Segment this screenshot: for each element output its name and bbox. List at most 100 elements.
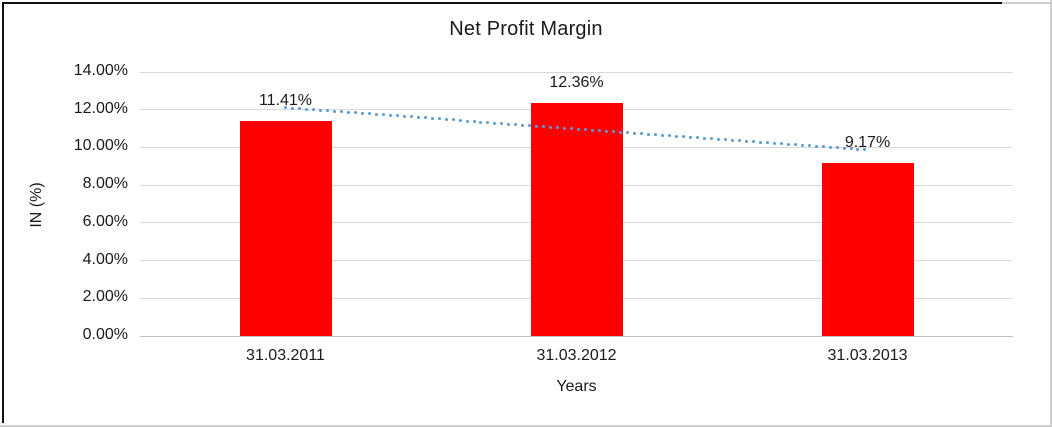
trendline-dot [332,109,336,113]
trendline-dot [723,138,727,142]
trendline-dot [402,114,406,118]
trendline-dot [423,116,427,120]
chart-title: Net Profit Margin [449,18,603,40]
bar [821,163,914,336]
trendline-dot [367,112,371,116]
bar-value-label: 9.17% [844,134,891,152]
trendline-dot [451,118,455,122]
trendline-dot [821,145,825,149]
trendline-dot [577,127,581,131]
trendline-dot [339,110,343,114]
bar [239,120,332,336]
trendline-dot [807,144,811,148]
trendline-dot [744,139,748,143]
x-axis-title: Years [556,378,597,395]
trendline-dot [465,119,469,123]
trendline-dot [430,116,434,120]
trendline-dot [591,128,595,132]
x-category-label: 31.03.2013 [827,347,908,364]
trendline-dot [584,128,588,132]
trendline-dot [556,126,560,130]
trendline-dot [409,115,413,119]
trendline-dot [444,117,448,121]
trendline-dot [647,132,651,136]
trendline-dot [311,108,315,112]
trendline-dot [842,146,846,150]
trendline-dot [751,140,755,144]
bar-value-label: 11.41% [258,91,313,109]
trendline-dot [688,135,692,139]
trendline-dot [605,129,609,133]
trendline-dot [800,143,804,147]
trendline-dot [500,122,504,126]
trendline-dot [695,136,699,140]
y-tick-label: 12.00% [73,99,128,117]
y-tick-label: 6.00% [82,212,128,230]
trendline-dot [654,133,658,137]
trendline-dot [549,125,553,129]
y-tick-label: 14.00% [73,62,128,79]
trendline-dot [765,141,769,145]
trendline-dot [674,134,678,138]
frame-border-left [2,2,4,423]
trendline-dot [709,137,713,141]
trendline-dot [612,130,616,134]
trendline-dot [297,107,301,111]
y-tick-label: 8.00% [82,175,128,193]
y-tick-label: 0.00% [82,326,128,343]
trendline-dot [702,136,706,140]
frame-border-top-fade [1002,2,1050,4]
trendline-dot [381,113,385,117]
y-tick-label: 4.00% [82,250,128,268]
trendline-dot [856,147,860,151]
trendline-dot [661,133,664,137]
trendline-dot [325,109,329,113]
trendline-dot [353,111,357,115]
trendline-dot [395,114,399,118]
trendline-dot [284,106,287,110]
frame-border-top [2,2,1002,4]
trendline-dot [535,124,539,128]
trendline-dot [716,137,720,141]
trendline-dot [681,135,685,139]
trendline-dot [835,146,839,150]
trendline-dot [563,126,567,130]
trendline-dot [667,134,671,138]
trendline-dot [416,115,420,119]
trendline-dot [737,139,741,143]
trendline-dot [619,130,623,134]
trendline-dot [786,142,790,146]
trendline-dot [479,120,483,124]
trendline-dot [772,141,776,145]
y-tick-label: 2.00% [82,288,128,306]
trendline-dot [633,131,637,135]
trendline-dot [318,108,322,112]
trendline-dot [626,131,630,135]
trendline-dot [304,107,308,111]
trendline-dot [779,142,783,146]
trendline-dot [570,127,574,131]
y-tick-label: 10.00% [73,137,128,155]
trendline-dot [472,120,476,123]
x-axis-line [140,335,1013,337]
trendline-dot [730,138,734,142]
trendline-dot [346,110,350,114]
trendline-dot [542,125,546,129]
trendline-dot [528,124,532,128]
trendline-dot [374,112,378,116]
trendline-dot [507,122,511,126]
trendline-dot [458,118,462,122]
trendline-dot [290,106,294,110]
x-category-label: 31.03.2011 [246,347,325,364]
trendline-dot [863,148,867,152]
trendline-dot [486,121,490,125]
bar-value-label: 12.36% [549,73,604,91]
trendline-dot [493,121,497,125]
trendline-dot [758,140,762,144]
trendline-dot [828,145,832,149]
trendline-dot [388,113,392,117]
gridline [140,71,1013,73]
trendline-dot [849,147,853,151]
